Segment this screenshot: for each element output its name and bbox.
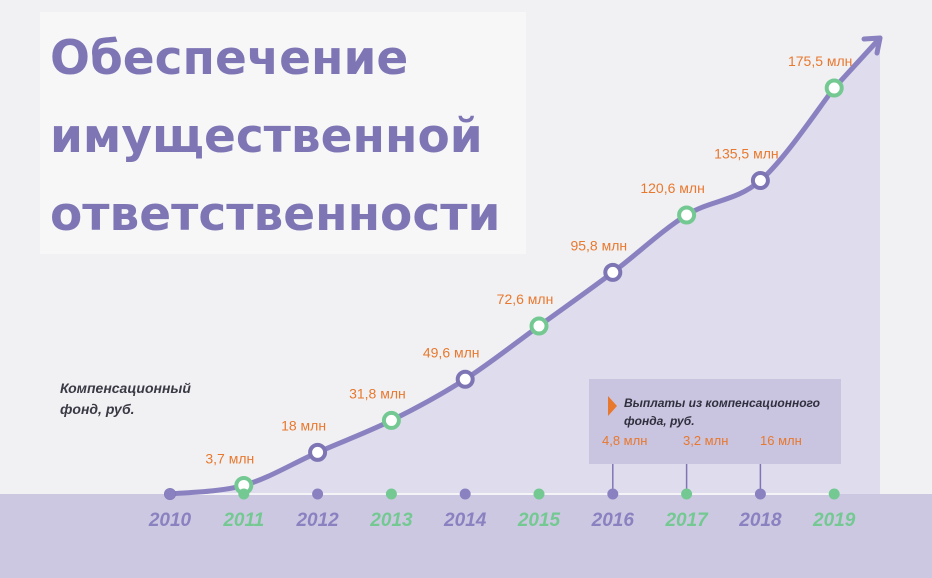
axis-dot-2011 xyxy=(238,488,250,500)
year-label-2011: 2011 xyxy=(222,510,264,531)
arrow-right-icon xyxy=(608,396,617,416)
axis-dots xyxy=(164,488,840,500)
value-label-2014: 49,6 млн xyxy=(423,344,480,360)
axis-dot-2018 xyxy=(754,488,766,500)
value-label-2018: 135,5 млн xyxy=(714,146,778,162)
axis-dot-2013 xyxy=(385,488,397,500)
data-point-2013 xyxy=(381,410,401,430)
value-label-2011: 3,7 млн xyxy=(205,450,254,466)
axis-dot-2014 xyxy=(459,488,471,500)
payout-value-2016: 4,8 млн xyxy=(602,433,648,448)
axis-dot-2012 xyxy=(312,488,324,500)
fund-label: Компенсационный фонд, руб. xyxy=(60,380,191,417)
payout-title: Выплаты из компенсационного фонда, руб. xyxy=(624,396,820,428)
value-label-2019: 175,5 млн xyxy=(788,53,852,69)
payout-value-2017: 3,2 млн xyxy=(683,433,729,448)
year-label-2018: 2018 xyxy=(738,510,782,531)
axis-band xyxy=(0,494,932,578)
payout-value-2018: 16 млн xyxy=(760,433,802,448)
year-label-2016: 2016 xyxy=(591,510,635,531)
year-label-2017: 2017 xyxy=(664,510,709,531)
data-point-2017 xyxy=(677,205,697,225)
title-card xyxy=(40,12,526,254)
year-label-2010: 2010 xyxy=(148,510,192,531)
value-label-2012: 18 млн xyxy=(281,417,326,433)
axis-dot-2010 xyxy=(164,488,176,500)
data-point-2014 xyxy=(455,369,475,389)
year-labels: 2010 2011 2012 2013 2014 2015 2016 2017 2018 2019 xyxy=(148,510,856,531)
axis-dot-2017 xyxy=(681,488,693,500)
value-label-2013: 31,8 млн xyxy=(349,385,406,401)
year-label-2019: 2019 xyxy=(812,510,856,531)
data-point-2015 xyxy=(529,316,549,336)
data-point-2012 xyxy=(308,442,328,462)
value-labels: 3,7 млн 18 млн 31,8 млн 49,6 млн 72,6 млн 95,… xyxy=(205,53,852,466)
axis-dot-2019 xyxy=(828,488,840,500)
axis-dot-2015 xyxy=(533,488,545,500)
growth-line xyxy=(167,35,883,497)
year-label-2012: 2012 xyxy=(295,510,339,531)
page-title: Обеспечение имущественной ответственност… xyxy=(50,31,501,242)
year-label-2015: 2015 xyxy=(517,510,561,531)
value-label-2016: 95,8 млн xyxy=(570,237,627,253)
data-point-2018 xyxy=(750,171,770,191)
value-label-2015: 72,6 млн xyxy=(497,291,554,307)
data-point-2016 xyxy=(603,262,623,282)
year-label-2013: 2013 xyxy=(369,510,413,531)
payout-box: Выплаты из компенсационного фонда, руб. … xyxy=(589,379,841,464)
value-label-2017: 120,6 млн xyxy=(640,180,704,196)
year-label-2014: 2014 xyxy=(443,510,487,531)
axis-dot-2016 xyxy=(607,488,619,500)
arrowhead xyxy=(861,35,883,56)
data-point-2019 xyxy=(824,78,844,98)
